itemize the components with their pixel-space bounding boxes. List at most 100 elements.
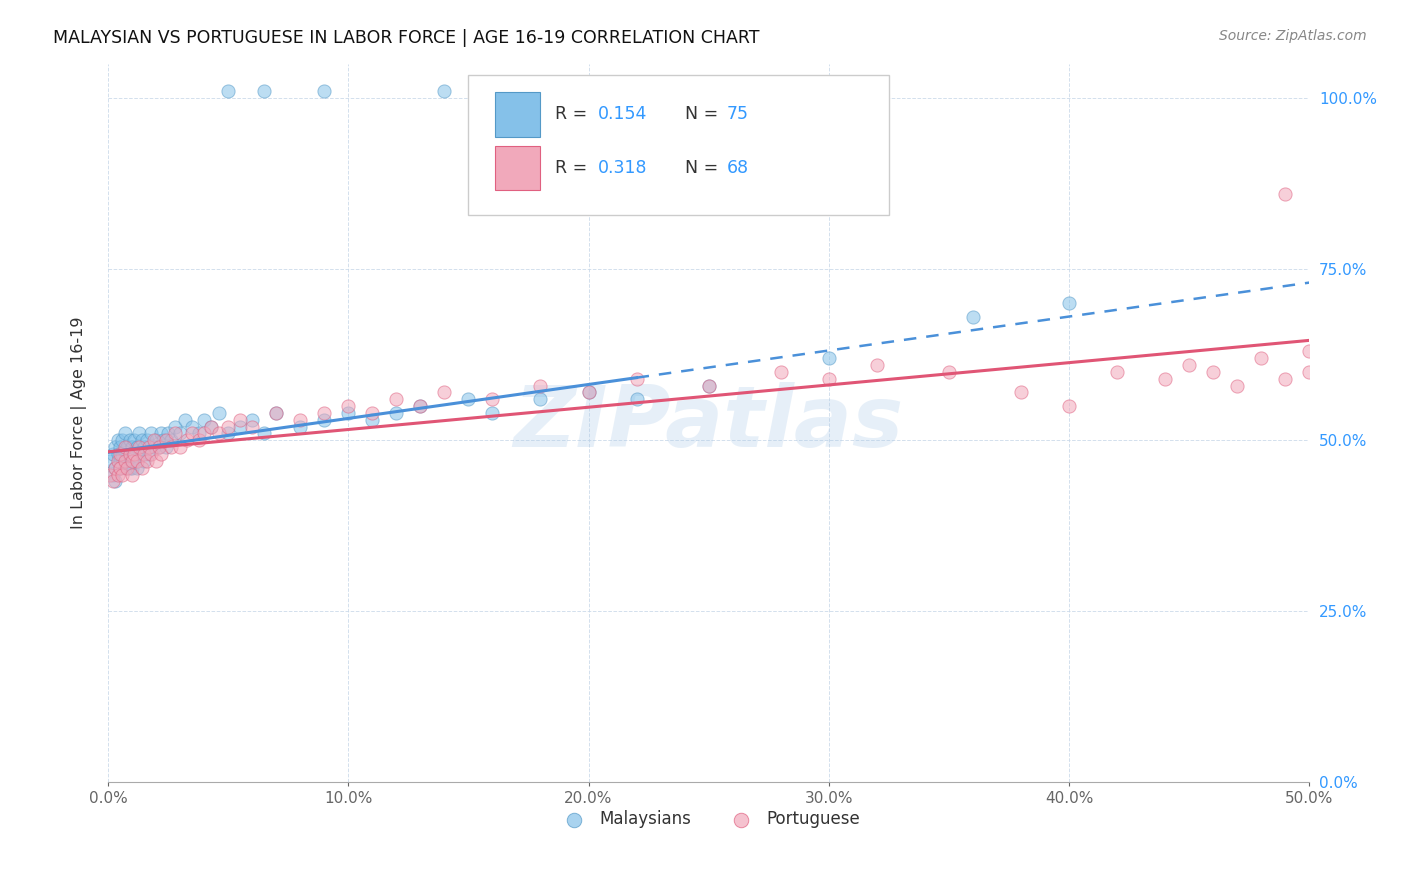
Point: [188, 426, 211, 441]
Point: [142, 434, 165, 448]
Point: [529, 378, 551, 392]
Point: [148, 440, 170, 454]
Point: [240, 413, 263, 427]
Point: [361, 406, 384, 420]
Text: Source: ZipAtlas.com: Source: ZipAtlas.com: [1219, 29, 1367, 43]
Point: [101, 467, 124, 482]
Point: [149, 426, 172, 441]
Point: [578, 385, 600, 400]
Point: [409, 399, 432, 413]
Point: [193, 426, 215, 441]
Point: [155, 440, 177, 454]
Point: [938, 365, 960, 379]
Point: [121, 467, 143, 482]
Point: [138, 440, 160, 454]
Point: [121, 454, 143, 468]
Point: [107, 434, 129, 448]
Point: [174, 413, 197, 427]
Point: [165, 419, 187, 434]
Point: [141, 447, 163, 461]
Point: [132, 454, 155, 468]
Text: MALAYSIAN VS PORTUGUESE IN LABOR FORCE | AGE 16-19 CORRELATION CHART: MALAYSIAN VS PORTUGUESE IN LABOR FORCE |…: [53, 29, 759, 46]
Point: [131, 447, 153, 461]
Point: [337, 406, 360, 420]
Point: [626, 392, 648, 407]
Point: [145, 454, 167, 468]
Text: R =: R =: [555, 159, 593, 178]
Point: [217, 419, 239, 434]
Point: [1057, 399, 1080, 413]
Y-axis label: In Labor Force | Age 16-19: In Labor Force | Age 16-19: [72, 317, 87, 530]
Point: [121, 447, 143, 461]
Point: [111, 447, 134, 461]
Point: [385, 392, 408, 407]
Point: [626, 372, 648, 386]
Point: [132, 440, 155, 454]
Point: [149, 447, 172, 461]
Point: [135, 454, 157, 468]
Point: [157, 426, 180, 441]
Point: [142, 440, 165, 454]
Point: [264, 406, 287, 420]
FancyBboxPatch shape: [495, 92, 540, 136]
Point: [104, 440, 127, 454]
Point: [125, 454, 148, 468]
Point: [529, 392, 551, 407]
FancyBboxPatch shape: [495, 146, 540, 191]
Point: [193, 413, 215, 427]
Point: [108, 447, 131, 461]
Point: [155, 434, 177, 448]
Point: [1178, 358, 1201, 372]
Point: [118, 434, 141, 448]
Point: [104, 475, 127, 489]
Point: [111, 434, 134, 448]
Point: [121, 460, 143, 475]
Text: N =: N =: [685, 159, 723, 178]
Point: [111, 467, 134, 482]
Point: [337, 399, 360, 413]
Point: [125, 460, 148, 475]
Point: [361, 413, 384, 427]
Point: [253, 426, 276, 441]
Point: [181, 426, 204, 441]
Text: 0.318: 0.318: [598, 159, 648, 178]
Point: [433, 84, 456, 98]
Point: [253, 84, 276, 98]
Point: [1202, 365, 1225, 379]
Point: [128, 440, 150, 454]
Point: [200, 419, 222, 434]
Point: [240, 419, 263, 434]
Point: [1298, 344, 1320, 359]
Point: [1250, 351, 1272, 366]
Point: [100, 454, 122, 468]
Point: [217, 84, 239, 98]
Point: [124, 434, 146, 448]
Point: [104, 460, 127, 475]
Point: [169, 440, 191, 454]
Point: [141, 426, 163, 441]
Point: [124, 454, 146, 468]
Point: [107, 447, 129, 461]
Point: [481, 392, 503, 407]
Point: [100, 467, 122, 482]
Point: [176, 434, 198, 448]
Point: [108, 440, 131, 454]
Text: 0.154: 0.154: [598, 105, 648, 123]
Point: [481, 406, 503, 420]
Point: [962, 310, 984, 325]
Point: [314, 413, 336, 427]
Point: [1154, 372, 1177, 386]
Point: [1010, 385, 1032, 400]
Text: N =: N =: [685, 105, 723, 123]
Point: [200, 419, 222, 434]
Point: [769, 365, 792, 379]
Point: [108, 460, 131, 475]
Point: [104, 460, 127, 475]
Text: 75: 75: [727, 105, 748, 123]
Point: [132, 447, 155, 461]
Point: [207, 406, 229, 420]
Point: [697, 378, 720, 392]
Point: [118, 447, 141, 461]
Point: [118, 460, 141, 475]
Legend: Malaysians, Portuguese: Malaysians, Portuguese: [551, 804, 866, 835]
